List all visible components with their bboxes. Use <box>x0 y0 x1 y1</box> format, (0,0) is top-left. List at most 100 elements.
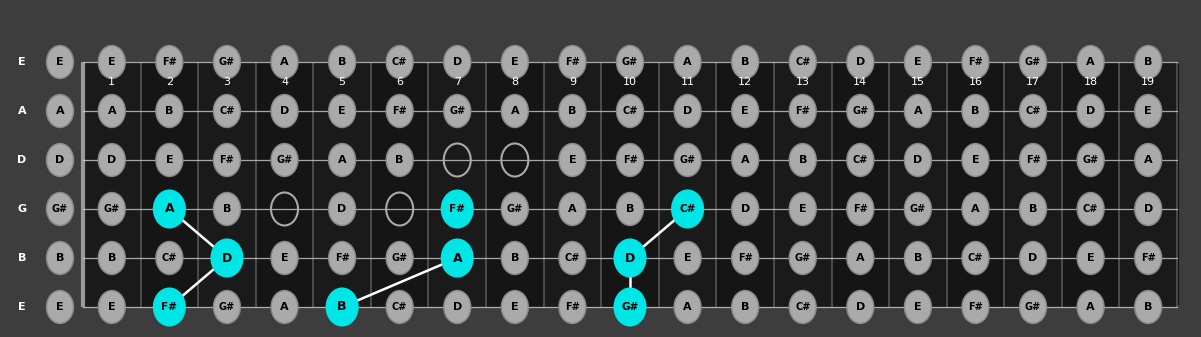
Ellipse shape <box>387 45 413 79</box>
Text: G#: G# <box>1082 155 1099 165</box>
Text: B: B <box>1145 57 1153 67</box>
Bar <box>429 62 486 307</box>
Ellipse shape <box>674 144 701 177</box>
Ellipse shape <box>673 190 703 227</box>
Ellipse shape <box>1077 45 1104 79</box>
Text: G#: G# <box>622 57 638 67</box>
Ellipse shape <box>847 242 874 275</box>
Text: B: B <box>108 253 116 263</box>
Ellipse shape <box>616 45 644 79</box>
Text: 8: 8 <box>512 77 519 87</box>
Ellipse shape <box>674 94 701 127</box>
Text: F#: F# <box>393 106 407 116</box>
Text: B: B <box>510 253 519 263</box>
Text: D: D <box>625 251 635 265</box>
Text: E: E <box>1145 106 1152 116</box>
Text: G#: G# <box>507 204 522 214</box>
Text: B: B <box>337 57 346 67</box>
Text: B: B <box>799 155 807 165</box>
Text: E: E <box>683 253 692 263</box>
Ellipse shape <box>214 290 240 324</box>
Ellipse shape <box>98 290 125 324</box>
Ellipse shape <box>1077 94 1104 127</box>
Text: G#: G# <box>680 155 695 165</box>
Text: 19: 19 <box>1141 77 1155 87</box>
Text: D: D <box>280 106 289 116</box>
Ellipse shape <box>1135 144 1161 177</box>
Ellipse shape <box>789 45 817 79</box>
Ellipse shape <box>47 290 73 324</box>
Bar <box>544 62 602 307</box>
Text: B: B <box>568 106 576 116</box>
Ellipse shape <box>615 288 645 326</box>
Text: G#: G# <box>1024 302 1041 312</box>
Text: G#: G# <box>449 106 465 116</box>
Text: A: A <box>280 57 288 67</box>
Text: B: B <box>626 204 634 214</box>
Text: D: D <box>337 204 347 214</box>
Ellipse shape <box>1020 94 1046 127</box>
Ellipse shape <box>329 94 355 127</box>
Text: A: A <box>1087 57 1095 67</box>
Ellipse shape <box>1135 94 1161 127</box>
Ellipse shape <box>558 94 586 127</box>
Ellipse shape <box>387 94 413 127</box>
Ellipse shape <box>789 242 817 275</box>
Ellipse shape <box>731 290 759 324</box>
Ellipse shape <box>1077 242 1104 275</box>
Ellipse shape <box>558 242 586 275</box>
Text: D: D <box>1086 106 1095 116</box>
Ellipse shape <box>98 94 125 127</box>
Ellipse shape <box>501 45 528 79</box>
Text: B: B <box>337 301 347 313</box>
Text: F#: F# <box>737 253 753 263</box>
Ellipse shape <box>615 240 645 276</box>
Text: C#: C# <box>853 155 868 165</box>
Bar <box>716 62 773 307</box>
Ellipse shape <box>1135 242 1161 275</box>
Text: B: B <box>222 204 231 214</box>
Text: F#: F# <box>220 155 234 165</box>
Ellipse shape <box>271 45 298 79</box>
Ellipse shape <box>156 94 183 127</box>
Ellipse shape <box>616 192 644 225</box>
Text: A: A <box>107 106 116 116</box>
Ellipse shape <box>1077 192 1104 225</box>
Ellipse shape <box>789 94 817 127</box>
Ellipse shape <box>674 242 701 275</box>
Text: D: D <box>107 155 116 165</box>
Text: G: G <box>18 204 26 214</box>
Text: B: B <box>741 302 749 312</box>
Text: C#: C# <box>162 253 177 263</box>
Bar <box>1119 62 1177 307</box>
Text: E: E <box>568 155 576 165</box>
Text: G#: G# <box>103 204 120 214</box>
Text: D: D <box>855 57 865 67</box>
Text: G#: G# <box>910 204 926 214</box>
Ellipse shape <box>1135 290 1161 324</box>
Text: C#: C# <box>392 57 407 67</box>
Text: 17: 17 <box>1026 77 1040 87</box>
Text: B: B <box>914 253 922 263</box>
Text: E: E <box>281 253 288 263</box>
Bar <box>831 62 889 307</box>
Ellipse shape <box>731 94 759 127</box>
Text: A: A <box>55 106 65 116</box>
Text: A: A <box>914 106 922 116</box>
Bar <box>889 62 946 307</box>
Text: F#: F# <box>161 302 178 312</box>
Text: A: A <box>165 203 174 215</box>
Ellipse shape <box>47 144 73 177</box>
Text: A: A <box>453 251 462 265</box>
Text: 7: 7 <box>454 77 461 87</box>
Ellipse shape <box>214 192 240 225</box>
Bar <box>659 62 716 307</box>
Text: F#: F# <box>853 204 867 214</box>
Ellipse shape <box>731 192 759 225</box>
Ellipse shape <box>558 290 586 324</box>
Ellipse shape <box>962 45 988 79</box>
Ellipse shape <box>327 288 358 326</box>
Ellipse shape <box>271 144 298 177</box>
Text: E: E <box>1087 253 1094 263</box>
Bar <box>198 62 256 307</box>
